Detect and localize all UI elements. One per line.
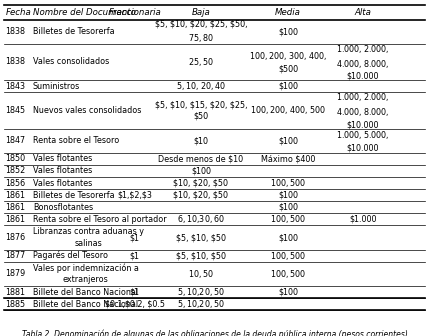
Text: $5, $10, $20, $40: $5, $10, $20, $40 bbox=[176, 80, 225, 92]
Text: Renta sobre el Tesoro: Renta sobre el Tesoro bbox=[33, 136, 119, 145]
Text: 1861: 1861 bbox=[6, 191, 26, 200]
Text: $100, $500: $100, $500 bbox=[270, 250, 305, 262]
Text: Fraccionaria: Fraccionaria bbox=[108, 8, 161, 17]
Text: Tabla 2. Denominación de algunas de las obligaciones de la deuda pública interna: Tabla 2. Denominación de algunas de las … bbox=[22, 329, 406, 336]
Text: $100: $100 bbox=[277, 233, 297, 242]
Text: $100: $100 bbox=[277, 136, 297, 145]
Text: 1856: 1856 bbox=[6, 178, 26, 187]
Text: $1: $1 bbox=[130, 288, 139, 296]
Text: Alta: Alta bbox=[354, 8, 370, 17]
Text: 1861: 1861 bbox=[6, 215, 26, 224]
Text: Nuevos vales consolidados: Nuevos vales consolidados bbox=[33, 106, 141, 115]
Text: $1,$2,$3: $1,$2,$3 bbox=[117, 191, 152, 200]
Text: $100: $100 bbox=[277, 27, 297, 36]
Text: $100, $200, $300, $400,
$500: $100, $200, $300, $400, $500 bbox=[249, 50, 326, 74]
Text: Vales consolidados: Vales consolidados bbox=[33, 57, 109, 67]
Text: $100: $100 bbox=[277, 288, 297, 296]
Text: $5,$10,$20,$50: $5,$10,$20,$50 bbox=[177, 286, 224, 298]
Text: $100: $100 bbox=[277, 203, 297, 212]
Text: $10, $50: $10, $50 bbox=[187, 268, 213, 280]
Text: $100: $100 bbox=[277, 191, 297, 200]
Text: Máximo $400: Máximo $400 bbox=[260, 154, 315, 163]
Text: $10, $20, $50: $10, $20, $50 bbox=[173, 191, 228, 200]
Text: $5, $10, $50: $5, $10, $50 bbox=[176, 251, 225, 260]
Text: 1885: 1885 bbox=[6, 300, 26, 309]
Text: Billete del Banco Nacional: Billete del Banco Nacional bbox=[33, 288, 138, 296]
Text: Billetes de Tesorerfa: Billetes de Tesorerfa bbox=[33, 191, 114, 200]
Text: $100: $100 bbox=[190, 166, 210, 175]
Text: $100, $500: $100, $500 bbox=[270, 268, 305, 280]
Text: $1: $1 bbox=[130, 233, 139, 242]
Text: Bonosflotantes: Bonosflotantes bbox=[33, 203, 93, 212]
Text: 1843: 1843 bbox=[6, 82, 26, 91]
Text: Suministros: Suministros bbox=[33, 82, 80, 91]
Text: Billete del Banco Nacional: Billete del Banco Nacional bbox=[33, 300, 138, 309]
Text: Media: Media bbox=[275, 8, 300, 17]
Text: $10, $20, $50: $10, $20, $50 bbox=[173, 178, 228, 187]
Text: $6,$10,$30,$60: $6,$10,$30,$60 bbox=[177, 213, 224, 225]
Text: $5,$10,$20,$50: $5,$10,$20,$50 bbox=[177, 298, 224, 310]
Text: Vales flotantes: Vales flotantes bbox=[33, 154, 92, 163]
Text: Baja: Baja bbox=[191, 8, 210, 17]
Text: Pagarés del Tesoro: Pagarés del Tesoro bbox=[33, 251, 108, 260]
Text: Fecha: Fecha bbox=[6, 8, 31, 17]
Text: $1.000, $5.000,
$10.000: $1.000, $5.000, $10.000 bbox=[335, 129, 389, 152]
Text: $100: $100 bbox=[277, 82, 297, 91]
Text: Renta sobre el Tesoro al portador: Renta sobre el Tesoro al portador bbox=[33, 215, 166, 224]
Text: Nombre del Documento: Nombre del Documento bbox=[33, 8, 135, 17]
Text: $1.000, $2.000,
$4.000, $8.000,
$10.000: $1.000, $2.000, $4.000, $8.000, $10.000 bbox=[335, 43, 389, 81]
Text: $5, $10, $15, $20, $25,
$50: $5, $10, $15, $20, $25, $50 bbox=[154, 100, 247, 120]
Text: 1838: 1838 bbox=[6, 27, 26, 36]
Text: $1: $1 bbox=[130, 251, 139, 260]
Text: $1.000: $1.000 bbox=[348, 215, 376, 224]
Text: 1850: 1850 bbox=[6, 154, 26, 163]
Text: 1881: 1881 bbox=[6, 288, 26, 296]
Text: $100, $500: $100, $500 bbox=[270, 213, 305, 225]
Text: $10: $10 bbox=[193, 136, 208, 145]
Text: $0.1,$0.2, $0.5: $0.1,$0.2, $0.5 bbox=[104, 300, 164, 309]
Text: 1877: 1877 bbox=[6, 251, 26, 260]
Text: Vales por indemnización a
extranjeros: Vales por indemnización a extranjeros bbox=[33, 263, 138, 284]
Text: $5, $10, $50: $5, $10, $50 bbox=[176, 233, 225, 242]
Text: Vales flotantes: Vales flotantes bbox=[33, 166, 92, 175]
Text: Billetes de Tesorerfa: Billetes de Tesorerfa bbox=[33, 27, 114, 36]
Text: $100, $200, $400, $500: $100, $200, $400, $500 bbox=[250, 104, 325, 116]
Text: $5, $10, $20, $25, $50,
$75, $80: $5, $10, $20, $25, $50, $75, $80 bbox=[154, 20, 247, 44]
Text: Libranzas contra aduanas y
salinas: Libranzas contra aduanas y salinas bbox=[33, 227, 144, 248]
Text: $1.000, $2.000,
$4.000, $8.000,
$10.000: $1.000, $2.000, $4.000, $8.000, $10.000 bbox=[335, 91, 389, 129]
Text: $100, $500: $100, $500 bbox=[270, 177, 305, 189]
Text: Desde menos de $10: Desde menos de $10 bbox=[158, 154, 243, 163]
Text: 1838: 1838 bbox=[6, 57, 26, 67]
Text: $25, $50: $25, $50 bbox=[187, 56, 213, 68]
Text: Vales flotantes: Vales flotantes bbox=[33, 178, 92, 187]
Text: 1852: 1852 bbox=[6, 166, 26, 175]
Text: 1861: 1861 bbox=[6, 203, 26, 212]
Text: 1879: 1879 bbox=[6, 269, 26, 278]
Text: 1845: 1845 bbox=[6, 106, 26, 115]
Text: 1847: 1847 bbox=[6, 136, 26, 145]
Text: 1876: 1876 bbox=[6, 233, 26, 242]
